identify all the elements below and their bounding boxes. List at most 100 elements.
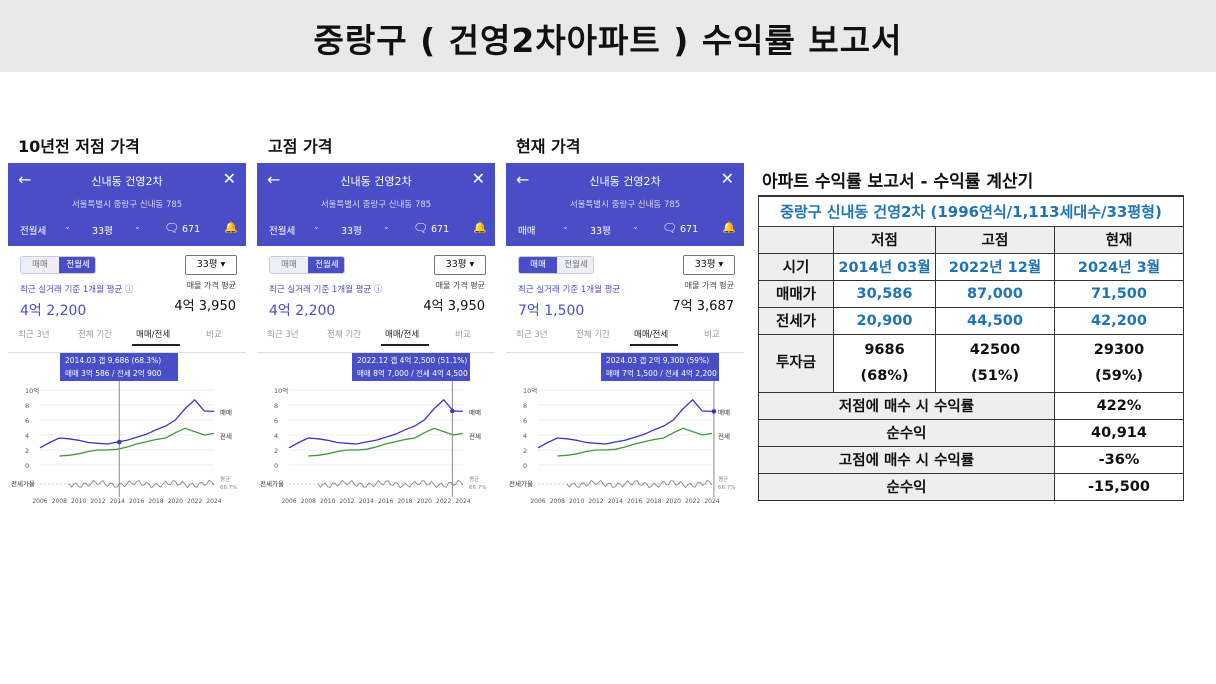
type-select[interactable]: 전월세: [269, 226, 296, 237]
x-tick-label: 2022: [685, 498, 700, 505]
jeonse-price-low: 20,900: [833, 306, 936, 335]
tab-1[interactable]: 전체 기간: [78, 330, 112, 340]
series-legend-label: 전세: [718, 431, 730, 440]
y-tick-label: 6: [25, 417, 29, 425]
tab-3[interactable]: 비교: [704, 330, 720, 340]
section-label-low: 10년전 저점 가격: [18, 137, 140, 156]
series-legend-label: 매매: [718, 408, 730, 416]
chevron-down-icon[interactable]: ⌄: [313, 222, 320, 231]
deal-type-toggle: 매매 전월세: [269, 256, 345, 274]
size-dropdown[interactable]: 33평 ▾: [185, 255, 237, 275]
back-arrow-icon[interactable]: ←: [516, 170, 530, 189]
back-arrow-icon[interactable]: ←: [18, 170, 32, 189]
tooltip-line-1: 2014.03 갭 9,686 (68.3%): [65, 356, 162, 365]
tooltip-line-2: 매매 8억 7,000 / 전세 4억 4,500: [357, 369, 468, 378]
toggle-rent[interactable]: 전월세: [308, 257, 344, 273]
row-label-jeonse-price: 전세가: [758, 306, 834, 335]
tab-0[interactable]: 최근 3년: [18, 330, 50, 340]
x-tick-label: 2010: [71, 498, 86, 505]
ratio-line: [68, 479, 215, 489]
avg-price-label: 최근 실거래 기준 1개월 평균: [518, 285, 621, 295]
tab-3[interactable]: 비교: [206, 330, 222, 340]
header-cell-empty: [758, 225, 834, 254]
row-label-low-net-profit: 순수익: [758, 418, 1055, 447]
back-arrow-icon[interactable]: ←: [267, 170, 281, 189]
comment-icon[interactable]: 🗨: [164, 221, 180, 235]
table-title-row: 중랑구 신내동 건영2차 (1996연식/1,113세대수/33평형): [758, 195, 1184, 227]
x-tick-label: 2022: [187, 498, 202, 505]
tab-2[interactable]: 매매/전세: [634, 330, 669, 340]
deal-type-toggle: 매매 전월세: [20, 256, 96, 274]
size-dropdown[interactable]: 33평 ▾: [683, 255, 735, 275]
app-screenshot-low: ← 신내동 건영2차 ✕ 서울특별시 중랑구 신내동 785 전월세 ⌄ 33평 ⌄ 🗨 671 🔔…: [8, 163, 246, 508]
y-tick-label: 10억: [523, 387, 537, 395]
y-tick-label: 6: [523, 417, 527, 425]
tab-0[interactable]: 최근 3년: [267, 330, 299, 340]
type-select[interactable]: 전월세: [20, 226, 47, 237]
chevron-down-icon[interactable]: ⌄: [64, 222, 71, 231]
row-label-period: 시기: [758, 252, 834, 281]
period-low: 2014년 03월: [833, 252, 936, 281]
ratio-line: [317, 479, 464, 489]
series-line-1: [308, 427, 464, 457]
size-dropdown[interactable]: 33평 ▾: [434, 255, 486, 275]
row-label-peak-net-profit: 순수익: [758, 472, 1055, 501]
size-select[interactable]: 33평: [341, 226, 362, 237]
address-text: 서울특별시 중랑구 신내동 785: [320, 200, 432, 210]
table-title: 중랑구 신내동 건영2차 (1996연식/1,113세대수/33평형): [758, 195, 1184, 227]
x-tick-label: 2024: [206, 498, 221, 505]
investment-low: 9686 (68%): [833, 333, 936, 393]
chevron-down-icon[interactable]: ⌄: [134, 222, 141, 231]
price-chart: 10억 8 6 4 2 0 2006 2008 2010 2012 2014 2016 2018 2020…: [260, 381, 486, 505]
low-buy-return-value: 422%: [1054, 391, 1184, 420]
investment-current-amount: 29300: [1093, 342, 1145, 358]
series-line-0: [39, 398, 215, 449]
investment-low-amount: 9686: [864, 342, 905, 358]
tab-underline: [381, 344, 429, 346]
low-net-profit-value: 40,914: [1054, 418, 1184, 447]
comment-icon[interactable]: 🗨: [662, 221, 678, 235]
chevron-down-icon[interactable]: ⌄: [562, 222, 569, 231]
tab-1[interactable]: 전체 기간: [327, 330, 361, 340]
x-tick-label: 2014: [110, 498, 125, 505]
series-legend-label: 매매: [469, 408, 481, 416]
tab-2[interactable]: 매매/전세: [385, 330, 420, 340]
toggle-sale[interactable]: 매매: [519, 257, 557, 273]
close-icon[interactable]: ✕: [720, 169, 734, 188]
listing-price-label: 매물 가격 평균: [435, 281, 485, 290]
size-select[interactable]: 33평: [590, 226, 611, 237]
x-tick-label: 2020: [168, 498, 183, 505]
period-peak: 2022년 12월: [935, 252, 1055, 281]
toggle-sale[interactable]: 매매: [270, 257, 308, 273]
avg-price-value: 4억 2,200: [269, 303, 336, 319]
bell-icon[interactable]: 🔔: [722, 221, 736, 234]
toggle-rent[interactable]: 전월세: [557, 257, 593, 273]
comment-icon[interactable]: 🗨: [413, 221, 429, 235]
comment-count: 671: [431, 224, 450, 235]
y-tick-label: 0: [523, 462, 527, 470]
size-select[interactable]: 33평: [92, 226, 113, 237]
tab-3[interactable]: 비교: [455, 330, 471, 340]
x-tick-label: 2018: [646, 498, 661, 505]
tab-0[interactable]: 최근 3년: [516, 330, 548, 340]
toggle-sale[interactable]: 매매: [21, 257, 59, 273]
close-icon[interactable]: ✕: [222, 169, 236, 188]
chevron-down-icon[interactable]: ⌄: [632, 222, 639, 231]
x-tick-label: 2016: [378, 498, 393, 505]
series-line-1: [59, 427, 215, 457]
tab-2[interactable]: 매매/전세: [136, 330, 171, 340]
x-tick-label: 2012: [588, 498, 603, 505]
investment-current-pct: (59%): [1095, 368, 1143, 384]
tab-1[interactable]: 전체 기간: [576, 330, 610, 340]
x-tick-label: 2006: [530, 498, 545, 505]
chevron-down-icon[interactable]: ⌄: [383, 222, 390, 231]
investment-current: 29300 (59%): [1054, 333, 1184, 393]
type-select[interactable]: 매매: [518, 226, 536, 237]
close-icon[interactable]: ✕: [471, 169, 485, 188]
bell-icon[interactable]: 🔔: [224, 221, 238, 234]
app-header: ← 신내동 건영2차 ✕ 서울특별시 중랑구 신내동 785 매매 ⌄ 33평 ⌄ 🗨 671 🔔: [506, 163, 744, 246]
table-row: 순수익 40,914: [758, 418, 1184, 447]
x-tick-label: 2010: [569, 498, 584, 505]
bell-icon[interactable]: 🔔: [473, 221, 487, 234]
toggle-rent[interactable]: 전월세: [59, 257, 95, 273]
